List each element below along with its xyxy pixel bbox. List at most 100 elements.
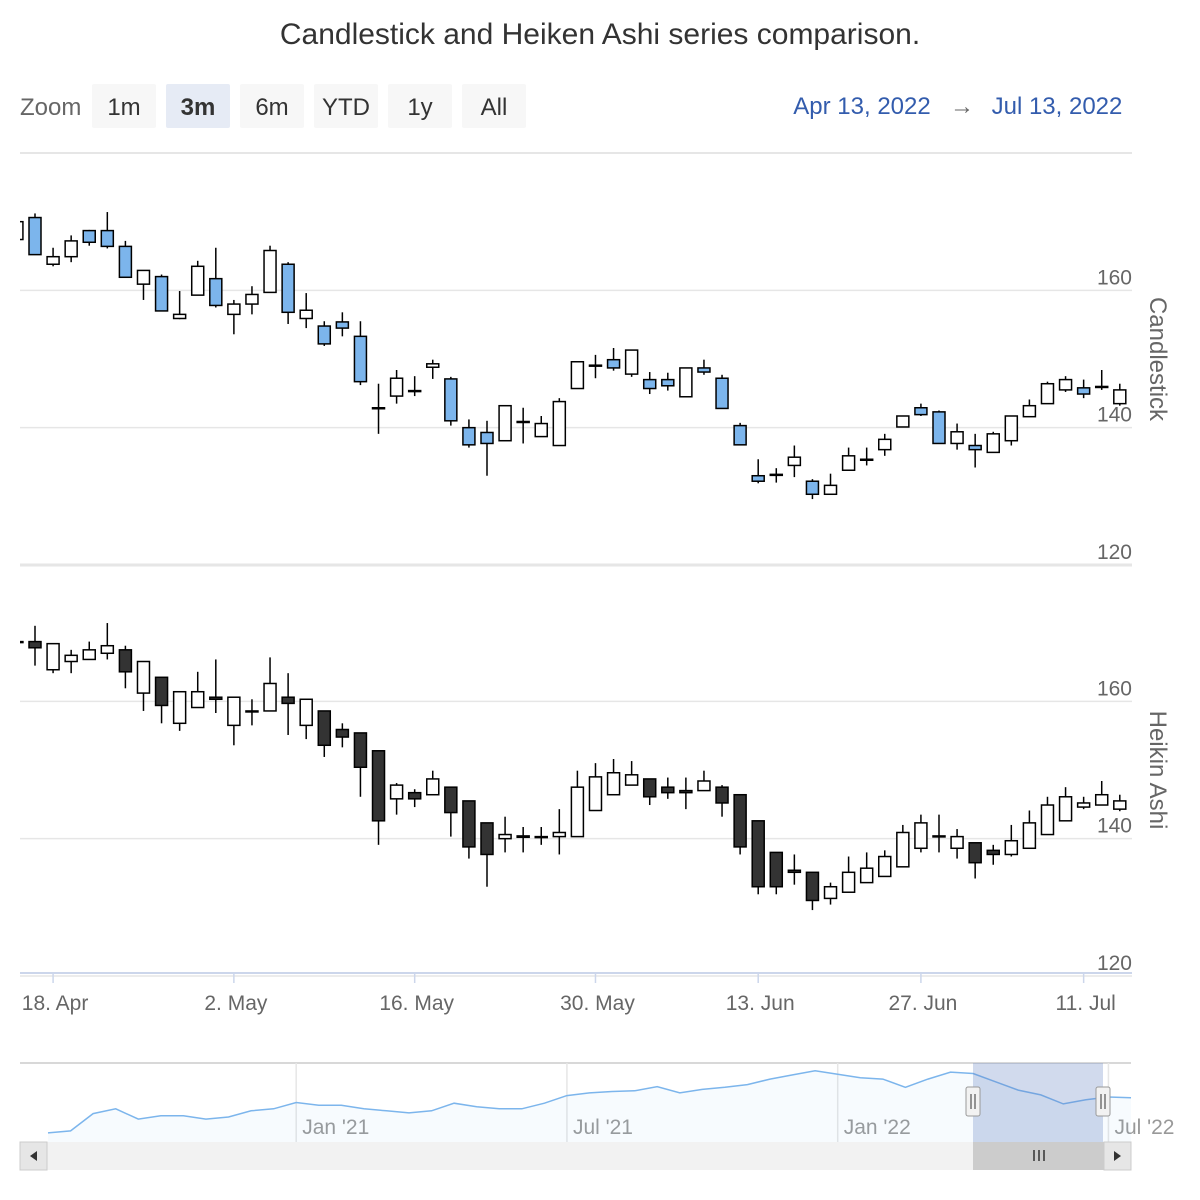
candle-body <box>986 433 1000 454</box>
button-label[interactable]: 1m <box>107 94 140 121</box>
candle-body <box>20 220 24 241</box>
x-tick-label: 11. Jul <box>1055 992 1115 1015</box>
button-label[interactable]: All <box>481 94 508 121</box>
x-tick-label: 18. Apr <box>22 992 89 1015</box>
candle-body <box>733 793 747 848</box>
button-label[interactable]: 6m <box>255 94 288 121</box>
range-button[interactable]: 1m <box>92 84 156 128</box>
candle-body <box>154 275 169 312</box>
button-label[interactable]: 3m <box>181 94 216 121</box>
candle-body <box>588 776 603 812</box>
candle-body <box>263 249 277 294</box>
candle-body <box>914 407 928 416</box>
range-button[interactable]: 6m <box>240 84 304 128</box>
candle-body <box>1004 839 1019 856</box>
candle-body <box>1076 802 1091 808</box>
navigator-bg <box>20 1063 1131 1142</box>
candle-body <box>841 455 856 471</box>
candle-body <box>281 263 295 314</box>
range-button[interactable]: 1y <box>388 84 452 128</box>
y-tick-label: 140 <box>1097 404 1132 427</box>
candle-body <box>642 378 657 390</box>
candle-body <box>859 458 874 462</box>
candle-body <box>715 786 729 804</box>
candle-body <box>209 277 223 307</box>
candle-body <box>534 835 548 839</box>
button-bg[interactable] <box>314 84 378 128</box>
candle-body <box>751 820 765 888</box>
candle-body <box>679 789 693 794</box>
candle-body <box>715 377 729 410</box>
candle-body <box>46 255 60 265</box>
candle-body <box>118 245 133 279</box>
date-to[interactable]: Jul 13, 2022 <box>992 93 1123 120</box>
candle-body <box>389 784 404 800</box>
candle-body <box>570 786 585 838</box>
navigator: Jan '21 Jul '21 Jan '22 Jul '22 <box>47 1063 1174 1142</box>
candle-body <box>462 800 476 848</box>
candle-body <box>190 265 205 296</box>
date-from[interactable]: Apr 13, 2022 <box>793 93 930 120</box>
x-tick-label: 2. May <box>204 992 268 1015</box>
candle-body <box>299 309 313 320</box>
candle-body <box>154 676 169 707</box>
candle-body <box>751 474 765 482</box>
candle-body <box>371 750 386 822</box>
button-bg[interactable] <box>92 84 156 128</box>
scrollbar-right-button[interactable] <box>1103 1141 1132 1171</box>
range-button[interactable]: All <box>462 84 526 128</box>
candle-body <box>82 649 96 661</box>
candle-body <box>805 480 820 496</box>
candle-body <box>1058 378 1073 391</box>
candle-body <box>317 325 332 345</box>
range-button[interactable]: YTD <box>314 84 378 128</box>
candle-body <box>733 424 747 446</box>
range-button[interactable]: 3m <box>166 84 230 128</box>
candle-body <box>642 778 657 798</box>
button-bg[interactable] <box>240 84 304 128</box>
candle-body <box>1113 389 1127 405</box>
y-axis-title: Heikin Ashi <box>1144 711 1171 830</box>
candle-body <box>353 335 368 383</box>
candle-body <box>661 378 675 387</box>
candle-body <box>480 431 494 445</box>
y-tick-label: 160 <box>1097 266 1132 289</box>
candle-body <box>1004 415 1019 442</box>
button-bg[interactable] <box>462 84 526 128</box>
scrollbar-left-button[interactable] <box>19 1141 48 1171</box>
candle-body <box>498 404 512 442</box>
candle-body <box>172 313 187 320</box>
y-tick-label: 120 <box>1097 952 1132 975</box>
candle-body <box>28 640 42 649</box>
button-bg[interactable] <box>166 84 230 128</box>
candle-body <box>227 696 241 727</box>
navigator-label: Jan '22 <box>844 1116 911 1139</box>
button-bg[interactable] <box>388 84 452 128</box>
candle-body <box>190 690 205 709</box>
navigator-area <box>48 1070 1131 1142</box>
candle-body <box>950 431 964 445</box>
series <box>20 212 1127 500</box>
candle-body <box>426 778 440 796</box>
candle-body <box>353 732 368 769</box>
navigator-handle-right[interactable] <box>1095 1086 1111 1117</box>
candle-body <box>299 698 313 727</box>
button-label[interactable]: 1y <box>407 94 432 121</box>
candle-body <box>1058 796 1073 822</box>
candle-body <box>968 444 982 451</box>
candle-body <box>950 835 964 850</box>
candle-body <box>679 367 693 398</box>
candle-body <box>64 240 78 258</box>
candle-body <box>498 833 512 840</box>
candle-body <box>606 771 621 796</box>
candle-body <box>823 484 838 496</box>
navigator-handle-left[interactable] <box>965 1086 981 1117</box>
y-tick-label: 120 <box>1097 541 1132 564</box>
navigator-mask[interactable] <box>973 1063 1103 1142</box>
button-label[interactable]: YTD <box>322 94 370 121</box>
candle-body <box>444 378 458 422</box>
candle-body <box>624 349 639 375</box>
scrollbar-track[interactable] <box>20 1142 1131 1170</box>
date-arrow: → <box>950 93 974 120</box>
navigator-label: Jul '22 <box>1114 1116 1174 1139</box>
